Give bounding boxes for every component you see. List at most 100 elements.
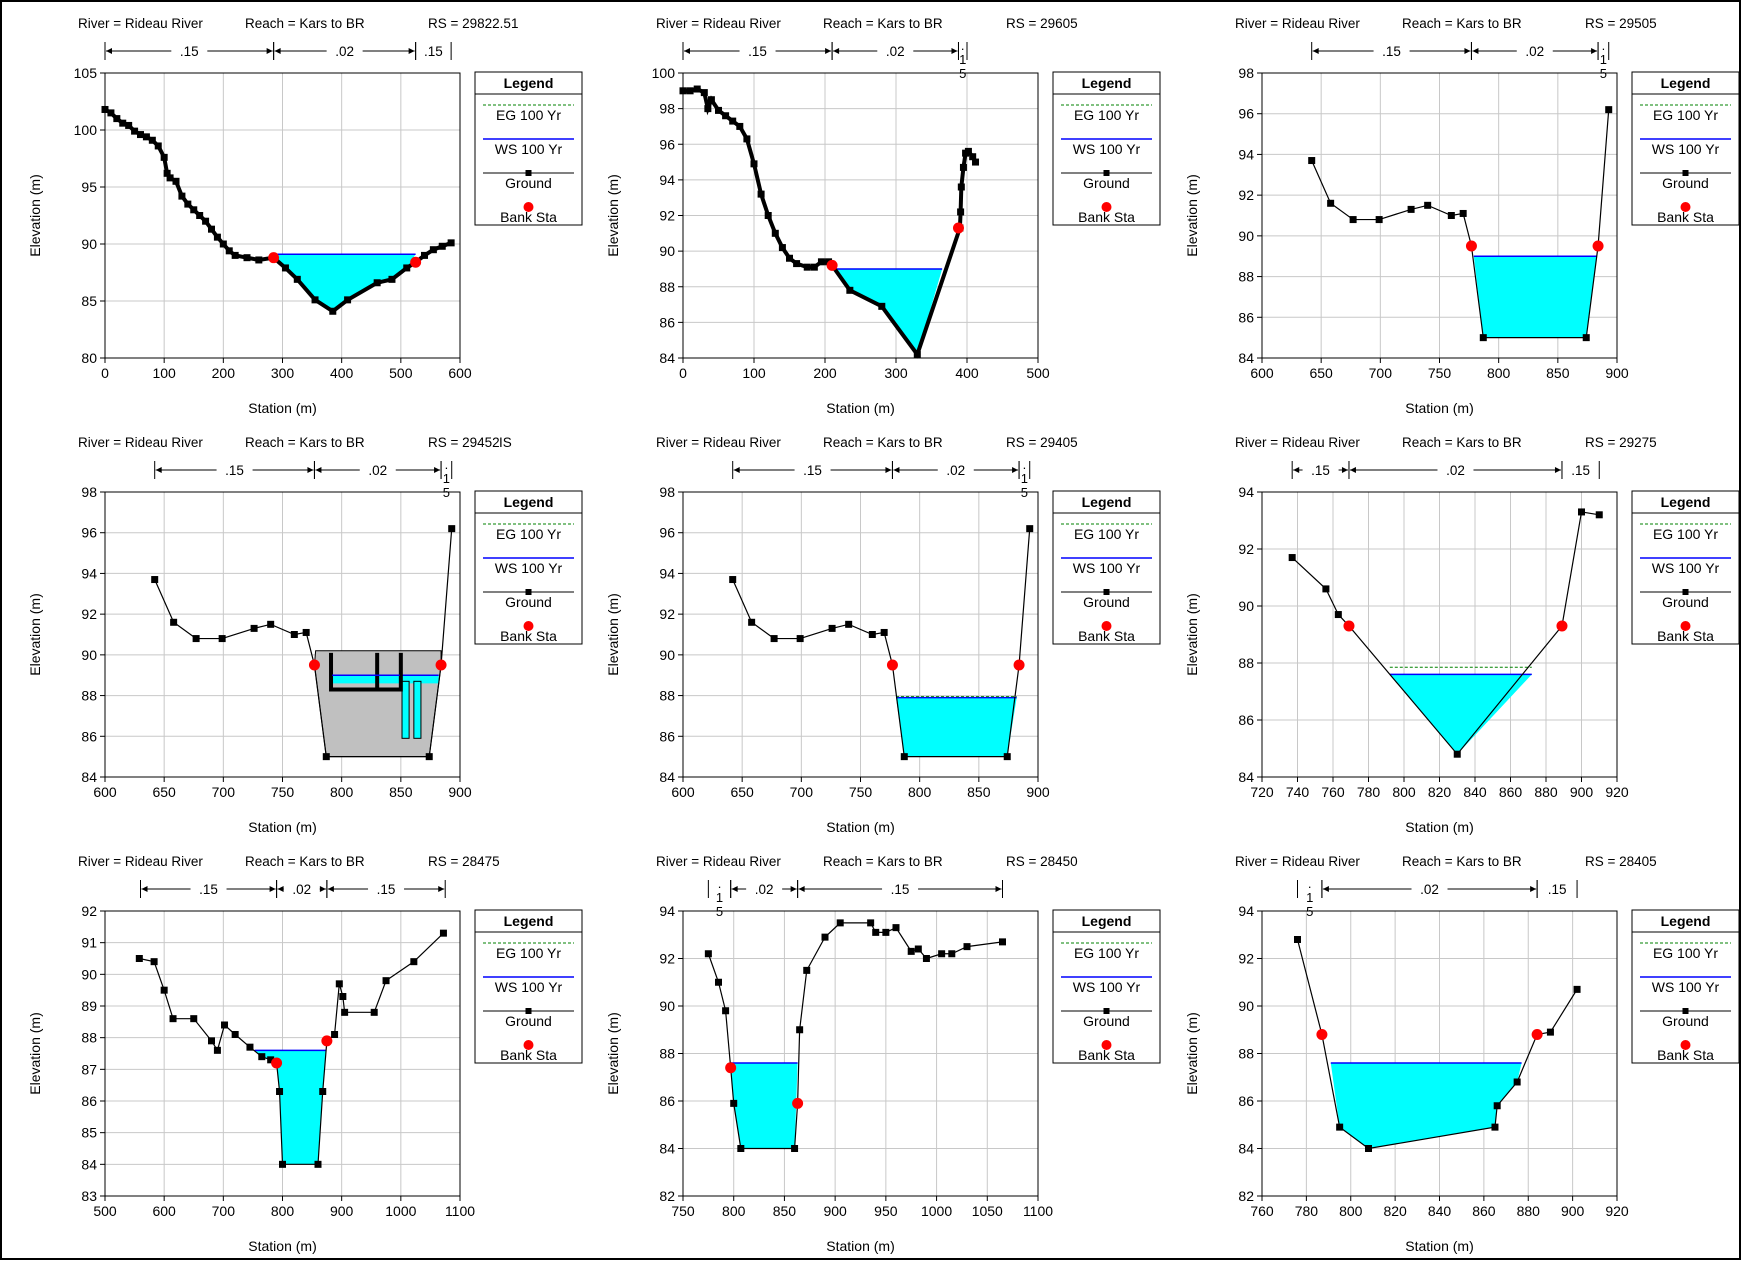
- ground-point: [1459, 209, 1467, 217]
- legend: Legend EG 100 Yr WS 100 Yr Ground Bank Sta: [474, 490, 583, 645]
- ground-point: [425, 753, 433, 761]
- ground-point: [999, 938, 1006, 946]
- legend: Legend EG 100 Yr WS 100 Yr Ground Bank Sta: [1052, 490, 1161, 645]
- ground-point: [1003, 753, 1011, 761]
- x-tick-label: 840: [1463, 784, 1487, 800]
- n-value-arrowhead: [684, 48, 690, 54]
- ground-point: [969, 153, 977, 161]
- legend-label: WS 100 Yr: [1073, 141, 1141, 157]
- header-reach: Reach = Kars to BR: [245, 16, 365, 31]
- cross-section-chart-5: River = Rideau River Reach = Kars to BR RS…: [605, 435, 1161, 835]
- legend-label: Bank Sta: [1657, 209, 1714, 225]
- n-value-arrowhead: [438, 886, 445, 892]
- n-value-arrowhead: [319, 886, 326, 892]
- legend-swatch-ground-marker: [1103, 170, 1110, 176]
- legend-box: [1052, 71, 1161, 226]
- ground-point: [202, 217, 210, 225]
- n-value-label: .15: [225, 463, 244, 478]
- water-area: [329, 675, 401, 684]
- x-tick-label: 600: [671, 784, 695, 800]
- header-river: River = Rideau River: [656, 435, 781, 450]
- y-axis-label: Elevation (m): [27, 593, 43, 675]
- n-value-arrowhead: [1591, 48, 1598, 54]
- y-tick-label: 86: [659, 728, 675, 744]
- y-tick-label: 94: [1238, 903, 1254, 919]
- cross-section-chart-4: River = Rideau River Reach = Kars to BR RS…: [27, 435, 583, 835]
- y-tick-label: 91: [81, 935, 97, 951]
- bank-station-point: [1465, 240, 1477, 252]
- ground-point: [250, 624, 258, 632]
- legend-swatch-bank: [523, 621, 534, 631]
- ground-point: [700, 89, 708, 97]
- x-tick-label: 750: [671, 1203, 695, 1219]
- x-tick-label: 700: [790, 784, 814, 800]
- ground-point: [311, 296, 319, 304]
- bank-station-point: [792, 1097, 804, 1109]
- ground-point: [1026, 525, 1034, 533]
- ground-point: [448, 525, 456, 533]
- x-tick-label: 850: [773, 1203, 797, 1219]
- ground-line: [103, 107, 452, 314]
- n-value-label: .: [1308, 876, 1312, 891]
- n-value-arrowhead: [825, 48, 832, 54]
- x-tick-label: 800: [908, 784, 932, 800]
- bank-station-point: [1556, 620, 1568, 632]
- y-tick-label: 94: [659, 903, 675, 919]
- legend-label: Ground: [1662, 175, 1709, 191]
- weir-deck: [329, 652, 403, 692]
- ground-point: [1573, 985, 1581, 993]
- header-rs: RS = 29275: [1585, 435, 1657, 450]
- y-tick-label: 88: [81, 688, 97, 704]
- legend: Legend EG 100 Yr WS 100 Yr Ground Bank Sta: [1631, 909, 1740, 1064]
- ground-point: [341, 1008, 349, 1016]
- y-tick-label: 85: [81, 1125, 97, 1141]
- x-tick-label: 900: [448, 784, 472, 800]
- y-axis-label: Elevation (m): [605, 174, 621, 256]
- x-axis-label: Station (m): [248, 819, 316, 835]
- ground-point: [1288, 554, 1296, 562]
- legend: Legend EG 100 Yr WS 100 Yr Ground Bank Sta: [474, 71, 583, 226]
- legend-title: Legend: [504, 494, 554, 510]
- header-rs: RS = 28475: [428, 854, 500, 869]
- header-rs: RS = 28405: [1585, 854, 1657, 869]
- x-tick-label: 100: [742, 365, 766, 381]
- ground-point: [150, 958, 158, 966]
- y-tick-label: 84: [1238, 350, 1254, 366]
- ground-point: [963, 943, 971, 951]
- y-tick-label: 88: [81, 1030, 97, 1046]
- n-value-label: .15: [1548, 882, 1567, 897]
- x-tick-label: 700: [212, 784, 236, 800]
- water-area: [254, 1050, 326, 1165]
- ground-point: [267, 1056, 275, 1064]
- y-tick-label: 82: [1238, 1188, 1254, 1204]
- legend-swatch-bank: [523, 202, 534, 212]
- ground-point: [243, 254, 251, 262]
- x-tick-label: 800: [1339, 1203, 1363, 1219]
- y-tick-label: 88: [1238, 655, 1254, 671]
- x-tick-label: 200: [212, 365, 236, 381]
- legend-label: WS 100 Yr: [1652, 141, 1720, 157]
- ground-point: [722, 112, 730, 120]
- y-tick-label: 96: [659, 525, 675, 541]
- y-tick-label: 92: [1238, 951, 1254, 967]
- ground-point: [293, 275, 301, 283]
- ground-point: [750, 160, 758, 168]
- legend-title: Legend: [1082, 913, 1132, 929]
- n-value-label: .15: [1382, 44, 1401, 59]
- legend-label: EG 100 Yr: [1653, 526, 1718, 542]
- x-tick-label: 400: [955, 365, 979, 381]
- y-axis-label: Elevation (m): [1184, 174, 1200, 256]
- x-axis-label: Station (m): [826, 1238, 894, 1254]
- ground-point: [131, 127, 139, 135]
- x-tick-label: 860: [1499, 784, 1523, 800]
- ground-point: [213, 1046, 221, 1054]
- legend-box: [1631, 490, 1740, 645]
- ground-point: [704, 950, 712, 958]
- ground-point: [154, 142, 162, 150]
- y-tick-label: 96: [659, 136, 675, 152]
- n-value-arrowhead: [1293, 467, 1300, 473]
- n-value-arrowhead: [1472, 48, 1479, 54]
- header-reach: Reach = Kars to BR: [823, 435, 943, 450]
- n-value-label: .15: [1571, 463, 1590, 478]
- ground-point: [276, 1088, 284, 1095]
